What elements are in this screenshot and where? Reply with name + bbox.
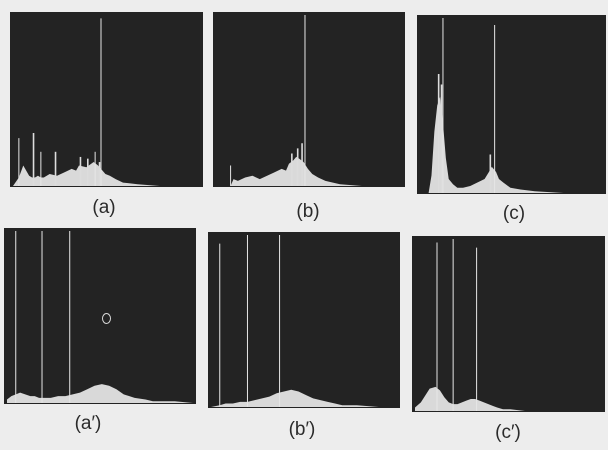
- histogram-c-prime-svg: [415, 239, 602, 411]
- histogram-panel-b-prime: [208, 232, 400, 408]
- histogram-b-prime-svg: [211, 235, 397, 407]
- histogram-area: [13, 162, 200, 186]
- histogram-panel-c-prime: [412, 236, 605, 412]
- caption-a-prime: (a′): [74, 413, 102, 434]
- histogram-panel-a-prime: [4, 228, 196, 404]
- histogram-b-svg: [216, 15, 402, 186]
- histogram-panel-b: [213, 12, 405, 187]
- histogram-area: [7, 384, 193, 403]
- caption-c: (c): [502, 203, 526, 224]
- caption-c-prime: (c′): [495, 422, 521, 443]
- histogram-area: [420, 96, 603, 193]
- histogram-a-prime-svg: [7, 231, 193, 403]
- caption-a: (a): [92, 197, 116, 218]
- histogram-c-svg: [420, 18, 603, 193]
- histogram-panel-c: [417, 15, 606, 194]
- histogram-area: [415, 386, 602, 411]
- histogram-area: [216, 156, 402, 186]
- caption-b-prime: (b′): [288, 419, 316, 440]
- histogram-panel-a: [10, 12, 203, 187]
- caption-b: (b): [296, 201, 320, 222]
- histogram-area: [211, 389, 397, 407]
- histogram-a-svg: [13, 18, 200, 186]
- speck-mark: [102, 313, 111, 324]
